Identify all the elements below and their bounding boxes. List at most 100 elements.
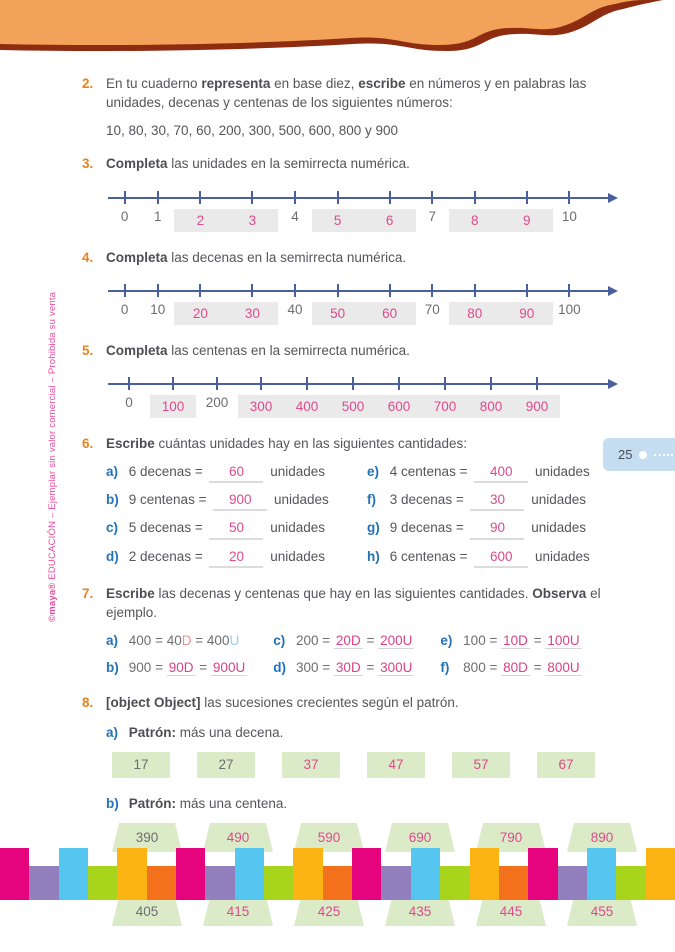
base-number: 900 — [128, 660, 152, 676]
decenas-answer: 10D — [501, 633, 530, 650]
tick-mark — [525, 283, 528, 297]
tick-mark — [536, 376, 538, 390]
numberline-tick-cell: 0 — [108, 186, 141, 232]
exercise-4-instruction: Completa las decenas en la semirrecta nu… — [106, 249, 407, 265]
row-letter: b) — [106, 492, 119, 508]
tick-mark — [199, 283, 202, 297]
tab-dot-icon — [639, 450, 648, 459]
footer-bar — [234, 848, 265, 900]
tick-mark — [306, 376, 308, 390]
conversion-row: f) 3 decenas = 30 unidades — [367, 490, 614, 512]
tick-label: 800 — [468, 394, 514, 419]
row-letter: f) — [367, 492, 376, 508]
numberline-tick-cell: 700 — [422, 372, 468, 419]
numberline-tick-cell: 20 — [174, 279, 227, 325]
footer-bar — [381, 866, 411, 900]
answer-blank: 30 — [470, 490, 525, 512]
sequence-cell: 27 — [197, 751, 255, 778]
tick-label: 80 — [448, 301, 501, 325]
tick-mark — [431, 283, 434, 297]
exercise-6-instruction: Escribe cuántas unidades hay en las sigu… — [106, 435, 467, 451]
row-prompt: 5 decenas = — [128, 520, 203, 536]
row-letter: g) — [367, 520, 380, 536]
tick-label: 200 — [205, 394, 229, 410]
equals-sign: = — [366, 660, 375, 676]
numberline-tick-cell: 80 — [448, 279, 501, 325]
row-letter: d) — [106, 548, 119, 564]
tick-label: 40 — [287, 301, 303, 317]
equals-sign: = — [199, 660, 208, 676]
row-prompt: 3 decenas = — [389, 492, 464, 508]
numberline-tick-cell: 7 — [416, 186, 449, 232]
tick-mark — [123, 283, 126, 297]
exercise-7: 7. Escribe las decenas y centenas que ha… — [82, 584, 614, 678]
sequence-b: 390 490 590 690 790 890 — [112, 822, 637, 852]
row-prompt: 6 decenas = — [128, 464, 203, 480]
tick-label: 100 — [150, 394, 196, 419]
numberline-tick-cell: 70 — [416, 279, 449, 325]
row-unit: unidades — [273, 492, 329, 508]
sequence-cell: 57 — [452, 751, 510, 778]
sequence-cell: 47 — [367, 751, 425, 778]
tick-label: 10 — [561, 208, 577, 224]
sequence-cell: 425 — [294, 896, 364, 926]
tick-label: 5 — [311, 208, 364, 232]
tick-label: 600 — [376, 394, 422, 419]
sequence-cell: 590 — [294, 822, 364, 852]
tick-label: 3 — [226, 208, 279, 232]
exercise-4: 4. Completa las decenas en la semirrecta… — [82, 248, 618, 331]
numberline-tick-cell: 500 — [330, 372, 376, 419]
unidades-answer: 800U — [545, 660, 582, 677]
row-prompt: 9 centenas = — [128, 492, 207, 508]
unidades-answer: 200U — [378, 633, 415, 650]
sequence-cell: 67 — [537, 751, 595, 778]
tick-label: 20 — [174, 301, 227, 325]
tick-label: 0 — [120, 301, 129, 317]
row-letter: f) — [440, 660, 450, 676]
exercise-2-instruction: En tu cuaderno representa en base diez, … — [106, 76, 587, 111]
conversion-row: e) 4 centenas = 400 unidades — [367, 462, 614, 484]
numberline-tick-cell: 100 — [553, 279, 586, 325]
row-prompt: 9 decenas = — [389, 520, 464, 536]
numberline-tick-cell: 0 — [108, 279, 141, 325]
exercise-2-numbers: 10, 80, 30, 70, 60, 200, 300, 500, 600, … — [106, 123, 398, 139]
numberline-arrow-icon — [608, 285, 618, 296]
tick-label: 7 — [428, 208, 436, 224]
base-number: 200 — [295, 633, 319, 649]
footer-bar — [528, 848, 558, 900]
exercise-4-number: 4. — [82, 249, 94, 265]
tick-mark — [251, 283, 254, 297]
footer-bar — [117, 848, 147, 900]
footer-bar — [205, 866, 235, 900]
row-unit: unidades — [531, 492, 587, 508]
footer-bar — [88, 866, 118, 900]
pattern-b-label: b) Patrón: más una centena. — [106, 795, 288, 811]
numberline-tick-cell: 10 — [141, 279, 174, 325]
tick-mark — [294, 283, 296, 297]
numberline-tick-cell: 30 — [226, 279, 279, 325]
footer-bar — [557, 866, 587, 900]
row-unit: unidades — [534, 464, 590, 480]
tick-mark — [352, 376, 354, 390]
numberline-arrow-icon — [608, 192, 618, 203]
sequence-cell: 890 — [567, 822, 637, 852]
footer-bar — [440, 866, 470, 900]
numberline-tick-cell: 100 — [150, 372, 196, 419]
sequence-cell: 790 — [476, 822, 546, 852]
equals-sign: = — [155, 660, 163, 676]
numberline-axis — [108, 196, 610, 199]
tick-label: 900 — [514, 394, 560, 419]
numberline-tick-cell: 0 — [108, 372, 150, 418]
tick-mark — [388, 190, 391, 204]
numberline-tick-cell: 900 — [514, 372, 560, 419]
tick-mark — [431, 190, 434, 204]
decenas-answer: 80D — [501, 660, 530, 677]
answer-blank: 600 — [474, 547, 529, 568]
tick-label: 9 — [500, 208, 553, 232]
page-number-tab: 25 — [603, 438, 675, 471]
row-letter: e) — [367, 464, 380, 480]
exercise-6-number: 6. — [82, 435, 94, 451]
tick-label: 100 — [558, 301, 581, 317]
equals-sign: = — [533, 660, 542, 676]
sequence-cell: 37 — [282, 751, 340, 778]
